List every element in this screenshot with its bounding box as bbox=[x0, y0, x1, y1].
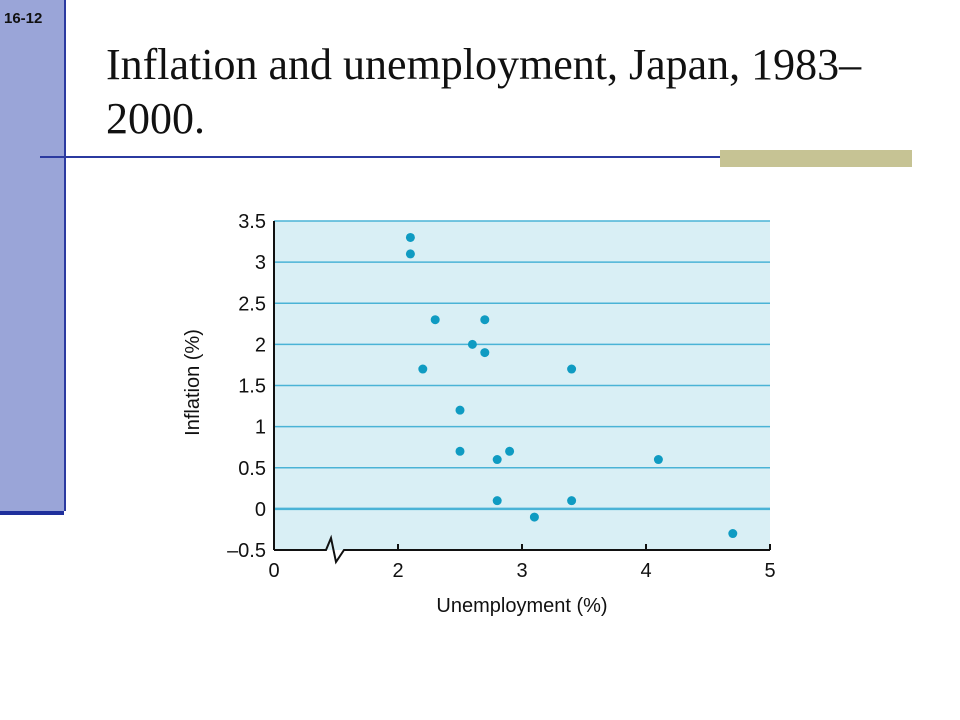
scatter-point bbox=[480, 315, 490, 325]
scatter-point bbox=[418, 364, 428, 374]
y-tick-label: 3.5 bbox=[238, 211, 266, 233]
scatter-point bbox=[467, 339, 477, 349]
sidebar-band-edge bbox=[0, 511, 64, 515]
scatter-point bbox=[405, 249, 415, 259]
y-tick-label: 1.5 bbox=[238, 376, 266, 398]
axes bbox=[273, 221, 771, 565]
y-tick-label: 0.5 bbox=[238, 458, 266, 480]
x-tick-label: 4 bbox=[640, 560, 651, 582]
y-tick-label: 2.5 bbox=[238, 293, 266, 315]
x-tick-label: 2 bbox=[392, 560, 403, 582]
y-tick-label: 0 bbox=[255, 499, 266, 521]
scatter-point bbox=[653, 455, 663, 465]
scatter-point bbox=[567, 364, 577, 374]
y-tick-label: 3 bbox=[255, 252, 266, 274]
scatter-point bbox=[529, 512, 539, 522]
x-tick-labels: 0 2 3 4 5 bbox=[268, 560, 775, 582]
x-tick-label: 3 bbox=[516, 560, 527, 582]
scatter-point bbox=[492, 455, 502, 465]
x-tick-label: 0 bbox=[268, 560, 279, 582]
slide-title: Inflation and unemployment, Japan, 1983–… bbox=[106, 40, 862, 143]
title-accent-bar bbox=[720, 150, 912, 167]
scatter-point bbox=[567, 496, 577, 506]
y-tick-labels: –0.5 0 0.5 1 1.5 2 2.5 3 3.5 bbox=[227, 211, 266, 562]
scatter-point bbox=[405, 232, 415, 242]
scatter-point bbox=[455, 405, 465, 415]
scatter-point bbox=[728, 529, 738, 539]
scatter-point bbox=[430, 315, 440, 325]
scatter-point bbox=[455, 446, 465, 456]
sidebar-band bbox=[0, 0, 66, 511]
slide-number: 16-12 bbox=[4, 10, 43, 27]
scatter-point bbox=[492, 496, 502, 506]
y-axis-label: Inflation (%) bbox=[182, 329, 204, 436]
x-axis-label: Unemployment (%) bbox=[436, 595, 607, 617]
gridlines bbox=[274, 220, 770, 511]
scatter-point bbox=[480, 348, 490, 358]
title-rule bbox=[40, 156, 912, 158]
y-tick-label: –0.5 bbox=[227, 540, 266, 562]
x-tick-label: 5 bbox=[764, 560, 775, 582]
y-tick-label: 2 bbox=[255, 334, 266, 356]
x-axis-line-with-break bbox=[274, 534, 770, 565]
data-points bbox=[405, 232, 738, 539]
y-tick-label: 1 bbox=[255, 417, 266, 439]
scatter-point bbox=[505, 446, 515, 456]
